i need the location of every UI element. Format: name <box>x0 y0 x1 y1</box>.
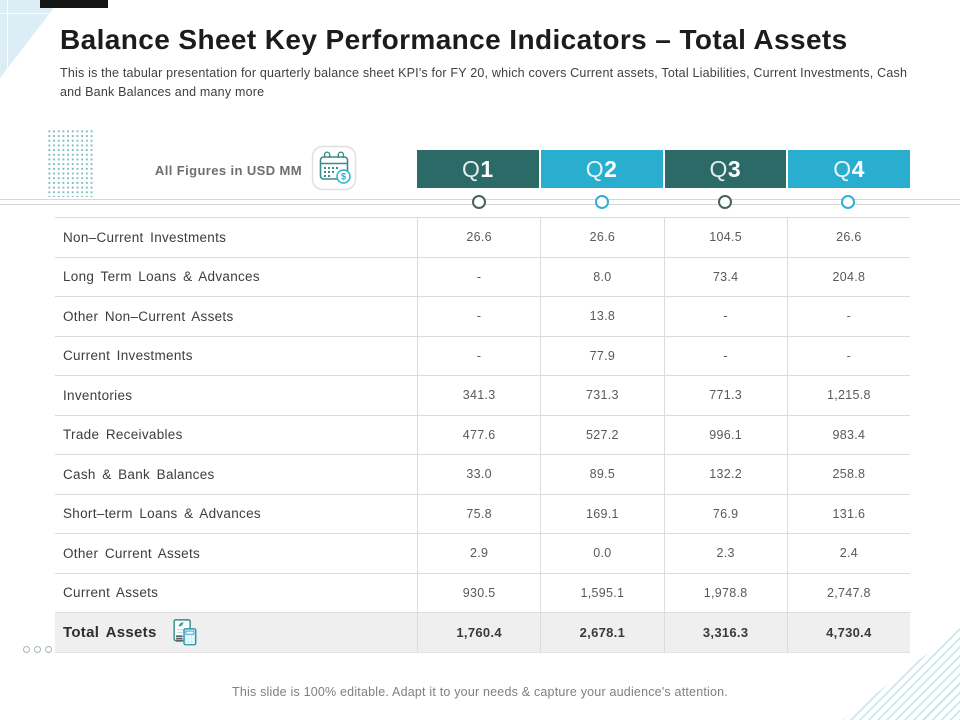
quarter-header-q1: Q1 <box>417 150 539 188</box>
cell-q1: - <box>417 336 540 375</box>
total-cell-q1: 1,760.4 <box>417 613 540 652</box>
row-label: Trade Receivables <box>63 427 183 443</box>
cell-q2: 1,595.1 <box>540 573 663 612</box>
top-accent-bar <box>40 0 108 8</box>
row-label: Short–term Loans & Advances <box>63 506 261 522</box>
cell-q2: 169.1 <box>540 494 663 533</box>
cell-q3: 73.4 <box>663 257 787 296</box>
total-label-cell: Total Assets <box>55 613 417 652</box>
cell-q4: 26.6 <box>786 218 910 257</box>
table-row: Cash & Bank Balances 33.0 89.5 132.2 258.8 <box>55 455 910 495</box>
row-label: Other Non–Current Assets <box>63 308 234 324</box>
decorative-circle <box>23 646 30 653</box>
cell-q4: 131.6 <box>786 494 910 533</box>
row-label: Current Investments <box>63 348 193 364</box>
row-label: Other Current Assets <box>63 545 201 561</box>
cell-q3: 132.2 <box>663 455 787 494</box>
page-title: Balance Sheet Key Performance Indicators… <box>60 24 848 55</box>
total-assets-label: Total Assets <box>63 624 157 641</box>
cell-q2: 26.6 <box>540 218 663 257</box>
row-label: Inventories <box>63 387 133 403</box>
table-row-total: Total Assets <box>55 613 910 653</box>
cell-q1: 477.6 <box>417 415 540 454</box>
table-row: Long Term Loans & Advances -8.0 73.4 204.8 <box>55 257 910 297</box>
cell-q3: 104.5 <box>663 218 787 257</box>
dollar-glyph: $ <box>341 172 346 182</box>
timeline-marker-q4 <box>841 195 856 209</box>
quarter-header-q4: Q4 <box>788 150 910 188</box>
document-calculator-icon <box>169 617 199 649</box>
cell-q3: 76.9 <box>663 494 787 533</box>
cell-q4: - <box>786 336 910 375</box>
timeline-marker-q2 <box>594 195 609 209</box>
row-label: Long Term Loans & Advances <box>63 269 260 285</box>
cell-q3: - <box>663 297 787 336</box>
cell-q3: 2.3 <box>663 534 787 573</box>
dots-pattern-decoration <box>47 129 93 197</box>
cell-q3: 771.3 <box>663 376 787 415</box>
cell-q4: 2.4 <box>786 534 910 573</box>
kpi-table: Non–Current Investments 26.6 26.6 104.5 26.6… <box>55 217 910 653</box>
cell-q1: 75.8 <box>417 494 540 533</box>
cell-q2: 527.2 <box>540 415 663 454</box>
table-row: Inventories 341.3 731.3 771.3 1,215.8 <box>55 376 910 416</box>
cell-q4: 983.4 <box>786 415 910 454</box>
table-row: Other Non–Current Assets -13.8- - <box>55 297 910 337</box>
quarter-header-q2: Q2 <box>540 150 663 188</box>
cell-q1: 930.5 <box>417 573 540 612</box>
triangle-gridline <box>0 13 56 14</box>
cell-q3: 1,978.8 <box>663 573 787 612</box>
timeline-marker-q3 <box>718 195 733 209</box>
cell-q4: 2,747.8 <box>786 573 910 612</box>
cell-q2: 13.8 <box>540 297 663 336</box>
top-left-triangle-decoration <box>0 0 60 78</box>
cell-q4: 258.8 <box>786 455 910 494</box>
table-row: Short–term Loans & Advances 75.8 169.1 76.9… <box>55 494 910 534</box>
table-row: Current Investments -77.9- - <box>55 336 910 376</box>
total-cell-q2: 2,678.1 <box>540 613 663 652</box>
quarter-header-row: Q1 Q2 Q3 Q4 <box>417 150 910 188</box>
table-row: Other Current Assets 2.9 0.0 2.3 2.4 <box>55 534 910 574</box>
cell-q1: 33.0 <box>417 455 540 494</box>
calendar-dollar-icon: $ <box>311 145 357 191</box>
total-cell-q4: 4,730.4 <box>786 613 910 652</box>
row-label: Cash & Bank Balances <box>63 466 215 482</box>
cell-q3: 996.1 <box>663 415 787 454</box>
cell-q2: 77.9 <box>540 336 663 375</box>
cell-q1: 341.3 <box>417 376 540 415</box>
cell-q2: 731.3 <box>540 376 663 415</box>
row-label: Current Assets <box>63 585 159 601</box>
cell-q1: 2.9 <box>417 534 540 573</box>
kpi-table-rows: Non–Current Investments 26.6 26.6 104.5 26.6… <box>55 218 910 613</box>
decorative-circle <box>34 646 41 653</box>
table-row: Trade Receivables 477.6 527.2 996.1 983.4 <box>55 415 910 455</box>
cell-q1: - <box>417 297 540 336</box>
cell-q4: 1,215.8 <box>786 376 910 415</box>
footer-note: This slide is 100% editable. Adapt it to… <box>232 685 728 699</box>
triangle-gridline <box>7 0 8 70</box>
total-cell-q3: 3,316.3 <box>663 613 787 652</box>
cell-q3: - <box>663 336 787 375</box>
cell-q2: 8.0 <box>540 257 663 296</box>
quarter-header-q3: Q3 <box>664 150 787 188</box>
row-label: Non–Current Investments <box>63 229 227 245</box>
cell-q2: 89.5 <box>540 455 663 494</box>
table-row: Non–Current Investments 26.6 26.6 104.5 26.6 <box>55 218 910 258</box>
table-row: Current Assets 930.5 1,595.1 1,978.8 2,747.8 <box>55 573 910 613</box>
cell-q1: 26.6 <box>417 218 540 257</box>
cell-q4: 204.8 <box>786 257 910 296</box>
timeline-marker-q1 <box>471 195 486 209</box>
units-note: All Figures in USD MM <box>154 163 302 178</box>
page-subtitle: This is the tabular presentation for qua… <box>60 66 908 99</box>
cell-q4: - <box>786 297 910 336</box>
decorative-circle <box>45 646 52 653</box>
cell-q2: 0.0 <box>540 534 663 573</box>
cell-q1: - <box>417 257 540 296</box>
